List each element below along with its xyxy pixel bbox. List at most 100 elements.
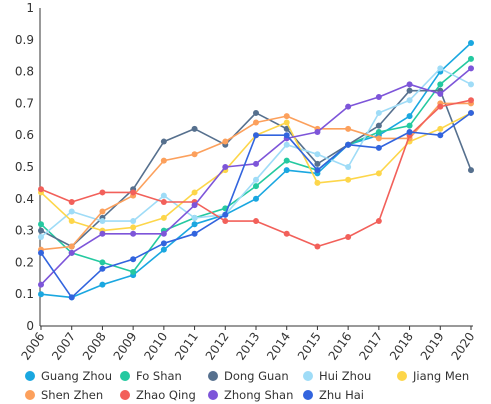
legend-item: Zhu Hai	[303, 388, 364, 402]
y-tick-label: 1	[26, 1, 34, 15]
data-point	[468, 97, 474, 104]
x-tick-label: 2007	[49, 330, 78, 363]
data-point	[345, 103, 352, 110]
data-point	[38, 291, 44, 298]
data-point	[222, 164, 229, 170]
legend-item: Jiang Men	[397, 369, 469, 383]
data-point	[406, 129, 413, 136]
legend-label: Dong Guan	[224, 369, 289, 383]
x-tick-label: 2019	[418, 330, 447, 363]
legend-marker	[120, 390, 130, 400]
data-point	[345, 176, 352, 183]
data-point	[253, 119, 259, 126]
data-point	[283, 132, 290, 139]
x-tick-label: 2012	[203, 330, 232, 363]
data-point	[253, 183, 259, 190]
data-point	[375, 144, 382, 151]
data-point	[283, 141, 290, 148]
legend-label: Shen Zhen	[41, 388, 103, 402]
data-point	[468, 55, 474, 62]
legend-item: Shen Zhen	[25, 388, 103, 402]
y-tick-label: 0.7	[15, 96, 34, 110]
data-point	[130, 224, 137, 231]
data-point	[38, 227, 44, 234]
data-point	[191, 214, 198, 221]
legend-marker	[208, 390, 218, 400]
data-point	[99, 208, 106, 215]
data-point	[253, 176, 259, 183]
legend-marker	[208, 371, 218, 381]
legend-item: Hui Zhou	[303, 369, 371, 383]
data-point	[222, 211, 229, 218]
series-line	[40, 112, 472, 232]
series-zhong-shan	[38, 65, 474, 288]
legend-marker	[303, 371, 313, 381]
y-tick-label: 0	[26, 319, 34, 333]
y-tick-label: 0.1	[15, 287, 34, 301]
data-point	[314, 243, 321, 250]
data-point	[283, 230, 290, 237]
data-point	[130, 218, 137, 225]
data-point	[68, 218, 75, 225]
series-hui-zhou	[38, 65, 474, 240]
legend-label: Zhao Qing	[136, 388, 196, 402]
data-point	[68, 243, 75, 250]
legend-item: Zhong Shan	[208, 388, 293, 402]
y-tick-label: 0.8	[15, 65, 34, 79]
legend-marker	[303, 390, 313, 400]
series-line	[40, 42, 472, 299]
x-tick-label: 2011	[172, 330, 201, 363]
data-point	[68, 249, 75, 256]
data-point	[38, 281, 44, 288]
data-point	[160, 198, 167, 205]
data-point	[68, 198, 75, 205]
series-line	[40, 112, 472, 299]
y-tick-label: 0.2	[15, 255, 34, 269]
data-point	[406, 122, 413, 129]
data-point	[406, 81, 413, 88]
legend-item: Dong Guan	[208, 369, 289, 383]
data-point	[345, 125, 352, 132]
data-point	[191, 125, 198, 132]
data-point	[468, 81, 474, 88]
data-point	[375, 129, 382, 136]
data-point	[160, 214, 167, 221]
data-point	[406, 97, 413, 104]
legend-marker	[25, 390, 35, 400]
data-point	[222, 138, 229, 145]
data-point	[38, 249, 44, 256]
data-point	[468, 167, 474, 174]
data-point	[345, 164, 352, 170]
x-tick-label: 2018	[387, 330, 416, 363]
data-point	[191, 189, 198, 196]
legend-item: Guang Zhou	[25, 369, 112, 383]
y-tick-label: 0.9	[15, 33, 34, 47]
data-point	[437, 81, 444, 88]
data-point	[68, 208, 75, 215]
data-point	[406, 87, 413, 94]
series-zhu-hai	[38, 109, 474, 301]
data-point	[160, 246, 167, 253]
data-point	[130, 230, 137, 237]
data-point	[99, 281, 106, 288]
data-point	[437, 132, 444, 139]
y-tick-label: 0.4	[15, 192, 34, 206]
y-tick-label: 0.3	[15, 224, 34, 238]
data-point	[314, 151, 321, 158]
data-point	[130, 256, 137, 263]
data-point	[160, 240, 167, 247]
data-point	[314, 129, 321, 136]
legend-item: Zhao Qing	[120, 388, 196, 402]
legend-label: Fo Shan	[136, 369, 182, 383]
data-point	[283, 119, 290, 126]
data-point	[191, 151, 198, 158]
data-point	[130, 189, 137, 196]
data-point	[38, 221, 44, 228]
x-tick-label: 2008	[80, 330, 109, 363]
x-tick-label: 2010	[141, 330, 170, 363]
data-point	[222, 218, 229, 225]
data-point	[38, 186, 44, 193]
data-point	[191, 202, 198, 209]
data-point	[283, 157, 290, 164]
